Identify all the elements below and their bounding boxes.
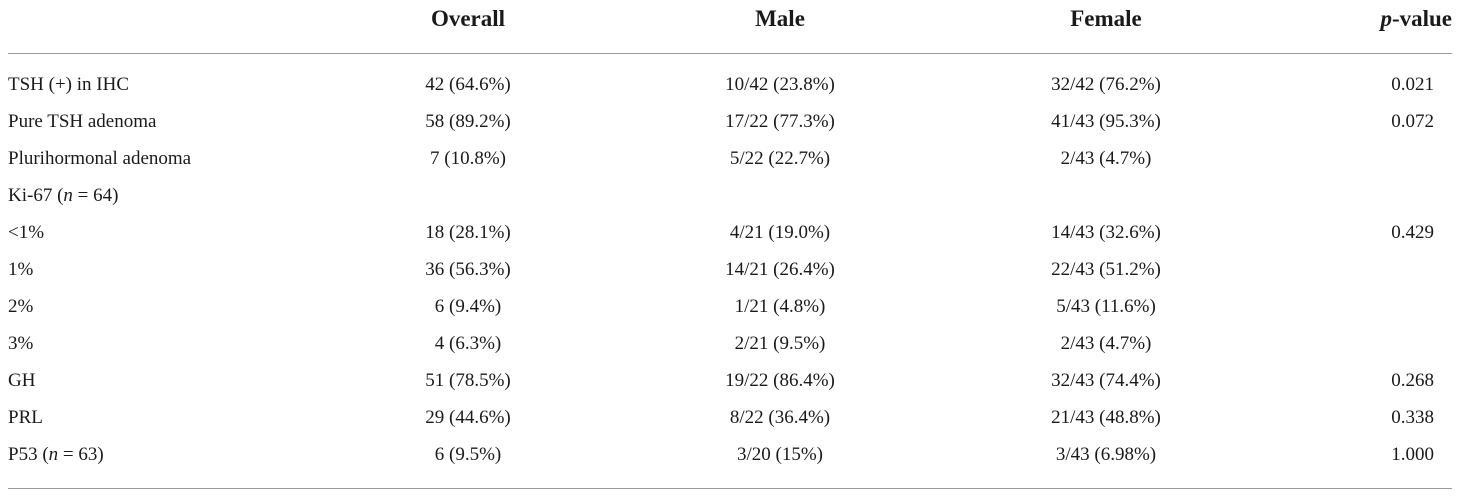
cell-female: 32/42 (76.2%)	[1051, 74, 1161, 95]
cell-male: 4/21 (19.0%)	[729, 222, 831, 243]
cell-pvalue: 0.072	[1391, 111, 1434, 132]
row-label: PRL	[8, 407, 43, 428]
table-row: 2% 6 (9.4%) 1/21 (4.8%) 5/43 (11.6%)	[0, 288, 1460, 325]
cell-overall: 6 (9.5%)	[434, 444, 502, 465]
header-overall: Overall	[430, 6, 506, 31]
cell-male: 14/21 (26.4%)	[725, 259, 835, 280]
cell-overall: 4 (6.3%)	[434, 333, 502, 354]
table-row: 1% 36 (56.3%) 14/21 (26.4%) 22/43 (51.2%…	[0, 251, 1460, 288]
cell-female	[1006, 177, 1206, 214]
table-row: P53 (n = 63) 6 (9.5%) 3/20 (15%) 3/43 (6…	[0, 436, 1460, 473]
header-male: Male	[755, 6, 805, 31]
cell-male: 10/42 (23.8%)	[725, 74, 835, 95]
header-pvalue-p: p	[1380, 6, 1392, 31]
cell-female: 5/43 (11.6%)	[1056, 296, 1156, 317]
header-female: Female	[1070, 6, 1142, 31]
header-pvalue: p-value	[1250, 4, 1452, 34]
cell-pvalue	[1336, 177, 1434, 214]
cell-pvalue	[1336, 288, 1434, 325]
cell-female: 21/43 (48.8%)	[1051, 407, 1161, 428]
cell-overall: 6 (9.4%)	[434, 296, 502, 317]
row-label-n: n	[48, 444, 59, 465]
row-label: TSH (+) in IHC	[8, 74, 130, 95]
row-label: GH	[8, 370, 36, 391]
table-row: <1% 18 (28.1%) 4/21 (19.0%) 14/43 (32.6%…	[0, 214, 1460, 251]
header-divider	[8, 53, 1452, 54]
footer-divider	[8, 488, 1452, 489]
cell-female: 32/43 (74.4%)	[1051, 370, 1161, 391]
cell-overall: 36 (56.3%)	[425, 259, 511, 280]
cell-male: 1/21 (4.8%)	[734, 296, 826, 317]
row-label: P53 (n = 63)	[8, 436, 368, 473]
cell-female: 2/43 (4.7%)	[1060, 333, 1152, 354]
row-label-pre: P53 (	[8, 444, 49, 465]
cell-male: 19/22 (86.4%)	[725, 370, 835, 391]
table-row: TSH (+) in IHC 42 (64.6%) 10/42 (23.8%) …	[0, 66, 1460, 103]
cell-overall	[368, 177, 568, 214]
cell-pvalue: 0.338	[1391, 407, 1434, 428]
cell-pvalue: 0.429	[1391, 222, 1434, 243]
row-label-post: = 63)	[58, 444, 104, 465]
cell-pvalue: 0.021	[1391, 74, 1434, 95]
cell-pvalue	[1336, 251, 1434, 288]
cell-overall: 18 (28.1%)	[425, 222, 511, 243]
cell-female: 41/43 (95.3%)	[1051, 111, 1161, 132]
cell-pvalue	[1336, 325, 1434, 362]
row-label: Pure TSH adenoma	[8, 111, 157, 132]
table-row: GH 51 (78.5%) 19/22 (86.4%) 32/43 (74.4%…	[0, 362, 1460, 399]
cell-overall: 42 (64.6%)	[425, 74, 511, 95]
row-label: Plurihormonal adenoma	[8, 148, 192, 169]
header-pvalue-rest: -value	[1391, 6, 1452, 31]
row-label: <1%	[8, 222, 45, 243]
cell-overall: 7 (10.8%)	[430, 148, 506, 169]
cell-male: 5/22 (22.7%)	[729, 148, 831, 169]
cell-male: 3/20 (15%)	[736, 444, 823, 465]
table-row: Plurihormonal adenoma 7 (10.8%) 5/22 (22…	[0, 140, 1460, 177]
cell-female: 14/43 (32.6%)	[1051, 222, 1161, 243]
cell-female: 22/43 (51.2%)	[1051, 259, 1161, 280]
row-label: Ki-67 (n = 64)	[8, 177, 368, 214]
cell-female: 2/43 (4.7%)	[1060, 148, 1152, 169]
row-label-post: = 64)	[72, 185, 119, 206]
table-row: Ki-67 (n = 64)	[0, 177, 1460, 214]
cell-male: 8/22 (36.4%)	[729, 407, 831, 428]
row-label: 3%	[8, 333, 34, 354]
cell-overall: 58 (89.2%)	[425, 111, 511, 132]
cell-pvalue: 0.268	[1391, 370, 1434, 391]
cell-male: 2/21 (9.5%)	[734, 333, 826, 354]
cell-overall: 29 (44.6%)	[425, 407, 511, 428]
cell-male: 17/22 (77.3%)	[725, 111, 835, 132]
cell-overall: 51 (78.5%)	[425, 370, 511, 391]
row-label: 2%	[8, 296, 34, 317]
table-row: 3% 4 (6.3%) 2/21 (9.5%) 2/43 (4.7%)	[0, 325, 1460, 362]
cell-male	[680, 177, 880, 214]
cell-female: 3/43 (6.98%)	[1055, 444, 1157, 465]
table-row: PRL 29 (44.6%) 8/22 (36.4%) 21/43 (48.8%…	[0, 399, 1460, 436]
cell-pvalue: 1.000	[1391, 444, 1434, 465]
row-label-pre: Ki-67 (	[8, 185, 64, 206]
row-label-n: n	[63, 185, 73, 206]
row-label: 1%	[8, 259, 34, 280]
table-row: Pure TSH adenoma 58 (89.2%) 17/22 (77.3%…	[0, 103, 1460, 140]
cell-pvalue	[1336, 140, 1434, 177]
